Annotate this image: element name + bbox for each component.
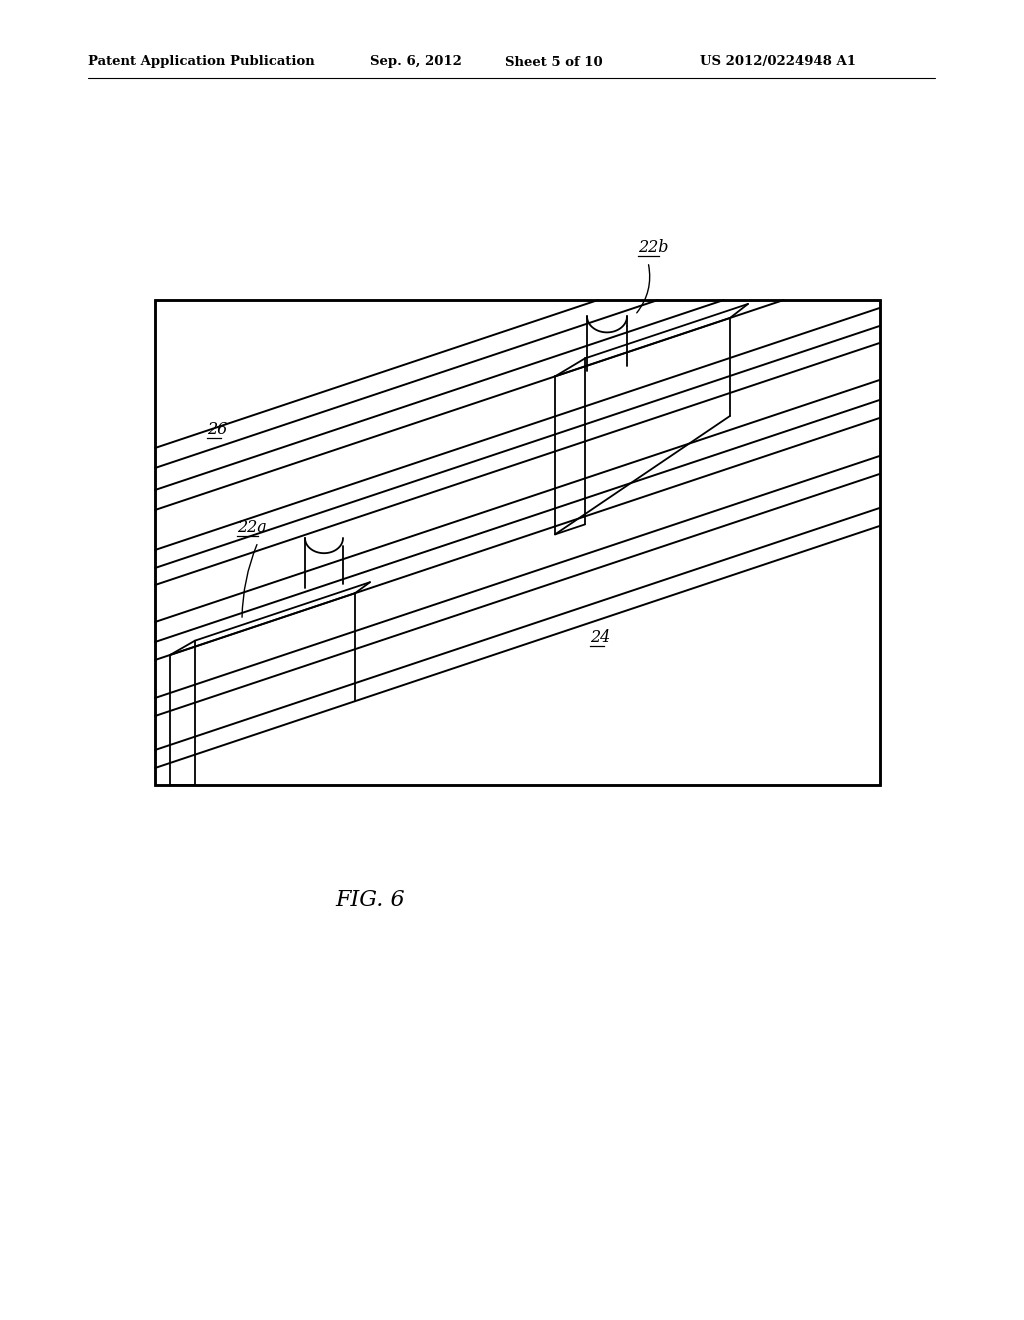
Text: US 2012/0224948 A1: US 2012/0224948 A1 (700, 55, 856, 69)
Bar (155, 300, 880, 785)
Text: FIG. 6: FIG. 6 (335, 888, 404, 911)
Bar (155, 300, 880, 785)
Text: 24: 24 (590, 630, 610, 647)
Text: Sheet 5 of 10: Sheet 5 of 10 (505, 55, 603, 69)
Text: 22b: 22b (638, 239, 669, 256)
Text: 26: 26 (207, 421, 227, 438)
Text: Sep. 6, 2012: Sep. 6, 2012 (370, 55, 462, 69)
Text: 22a: 22a (237, 520, 266, 536)
Text: Patent Application Publication: Patent Application Publication (88, 55, 314, 69)
